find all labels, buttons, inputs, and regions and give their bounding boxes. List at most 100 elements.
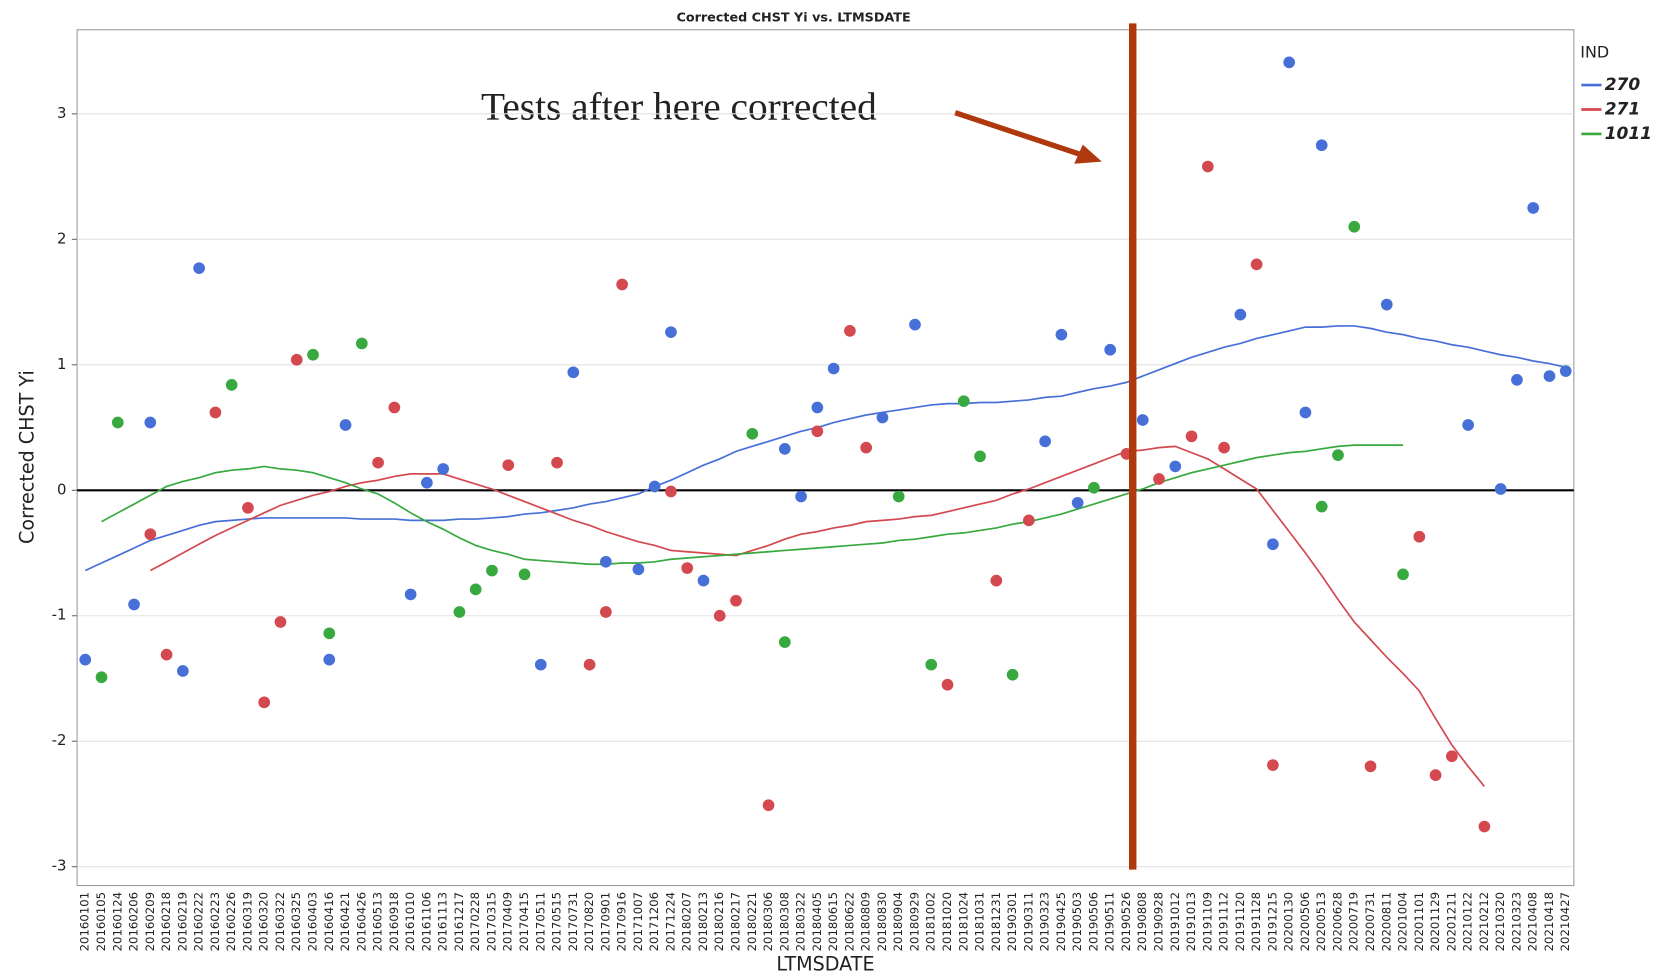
- data-point: [811, 425, 824, 438]
- data-point: [827, 362, 840, 375]
- x-tick-label: 20191128: [1249, 892, 1263, 951]
- x-tick-label: 20201129: [1428, 892, 1442, 951]
- x-tick-label: 20160325: [289, 892, 303, 952]
- x-tick-label: 20160222: [192, 892, 206, 952]
- x-tick-label: 20190511: [1103, 892, 1117, 951]
- fit-line: [84, 325, 1566, 572]
- data-point: [1462, 419, 1474, 431]
- y-tick-label: -2: [52, 731, 67, 749]
- x-tick-label: 20190425: [1054, 892, 1068, 952]
- x-tick-label: 20200513: [1314, 892, 1328, 951]
- x-tick-label: 20171007: [631, 892, 645, 952]
- x-tick-label: 20170228: [468, 892, 482, 952]
- x-tick-label: 20190503: [1070, 892, 1084, 952]
- x-tick-label: 20190311: [1021, 892, 1035, 952]
- legend-label: 270: [1605, 75, 1641, 95]
- x-tick-label: 20160918: [387, 892, 401, 952]
- x-tick-label: 20161113: [436, 892, 450, 952]
- data-point: [746, 427, 759, 440]
- chart-title: Corrected CHST Yi vs. LTMSDATE: [676, 11, 910, 26]
- data-point: [372, 456, 384, 469]
- data-point: [1283, 56, 1296, 69]
- data-point: [144, 416, 157, 429]
- x-tick-label: 20190323: [1038, 892, 1052, 952]
- x-tick-label: 20170315: [484, 892, 498, 952]
- data-point: [1234, 308, 1247, 321]
- y-tick-label: 1: [57, 355, 66, 373]
- x-tick-label: 20180221: [745, 892, 759, 952]
- x-tick-label: 20200811: [1379, 892, 1393, 951]
- x-tick-label: 20210212: [1477, 892, 1491, 951]
- data-point: [1055, 328, 1068, 341]
- x-tick-label: 20161106: [419, 892, 433, 952]
- x-tick-label: 20210320: [1493, 892, 1507, 951]
- x-tick-label: 20210427: [1558, 892, 1572, 951]
- x-tick-label: 20180615: [826, 892, 840, 952]
- x-tick-label: 20191120: [1233, 892, 1247, 951]
- x-tick-label: 20170409: [501, 892, 515, 952]
- x-tick-label: 20191109: [1200, 892, 1214, 951]
- data-point: [1185, 430, 1198, 443]
- x-tick-label: 20171206: [647, 892, 661, 952]
- data-point: [974, 450, 986, 463]
- data-point: [648, 480, 661, 493]
- x-tick-label: 20180929: [907, 892, 921, 952]
- data-point: [876, 411, 889, 424]
- y-tick-label: 3: [57, 104, 66, 122]
- x-tick-label: 20210122: [1461, 892, 1475, 951]
- x-tick-label: 20181002: [924, 892, 938, 952]
- x-tick-label: 20200130: [1282, 892, 1296, 951]
- data-point: [1511, 373, 1523, 386]
- x-tick-label: 20191215: [1265, 892, 1279, 951]
- x-tick-label: 20160426: [354, 892, 368, 952]
- data-point: [225, 379, 238, 391]
- x-tick-label: 20160513: [371, 892, 385, 952]
- data-point: [1267, 759, 1279, 771]
- data-point: [1543, 370, 1556, 382]
- data-point: [1315, 500, 1328, 513]
- data-point: [469, 583, 482, 596]
- x-tick-label: 20190928: [1152, 892, 1166, 951]
- data-point: [1494, 483, 1507, 495]
- data-point: [1104, 343, 1117, 356]
- data-point: [95, 671, 108, 684]
- x-tick-label: 20170820: [582, 892, 596, 952]
- data-point: [388, 401, 401, 414]
- x-tick-label: 20160421: [338, 892, 352, 952]
- x-tick-label: 20190526: [1119, 892, 1133, 951]
- data-point: [1218, 441, 1230, 454]
- data-point: [909, 318, 921, 331]
- data-point: [925, 658, 938, 671]
- y-tick-label: 0: [57, 480, 66, 498]
- data-point: [1136, 414, 1149, 426]
- data-point: [632, 563, 645, 576]
- x-tick-label: 20160403: [306, 892, 320, 952]
- x-tick-label: 20161010: [403, 892, 417, 952]
- x-tick-label: 20180322: [794, 892, 808, 952]
- data-point: [616, 278, 628, 291]
- x-tick-label: 20180830: [875, 892, 889, 952]
- data-point: [421, 476, 433, 489]
- data-point: [193, 262, 205, 275]
- x-tick-label: 20200506: [1298, 892, 1312, 951]
- x-tick-label: 20170901: [598, 892, 612, 952]
- x-tick-label: 20180405: [810, 892, 824, 952]
- data-point: [1559, 365, 1572, 377]
- data-point: [534, 658, 547, 671]
- data-point: [1006, 668, 1019, 681]
- x-tick-label: 20160209: [143, 892, 157, 952]
- x-tick-label: 20191013: [1184, 892, 1198, 951]
- data-point: [681, 562, 694, 574]
- x-tick-label: 20200628: [1330, 892, 1344, 951]
- data-point: [1299, 406, 1312, 419]
- data-point: [941, 678, 954, 691]
- x-tick-label: 20200731: [1363, 892, 1377, 951]
- x-tick-label: 20170415: [517, 892, 531, 952]
- x-tick-label: 20210418: [1542, 892, 1556, 951]
- x-tick-label: 20160219: [175, 892, 189, 952]
- x-tick-label: 20201211: [1444, 892, 1458, 951]
- data-point: [795, 490, 807, 503]
- x-tick-label: 20160206: [127, 892, 141, 952]
